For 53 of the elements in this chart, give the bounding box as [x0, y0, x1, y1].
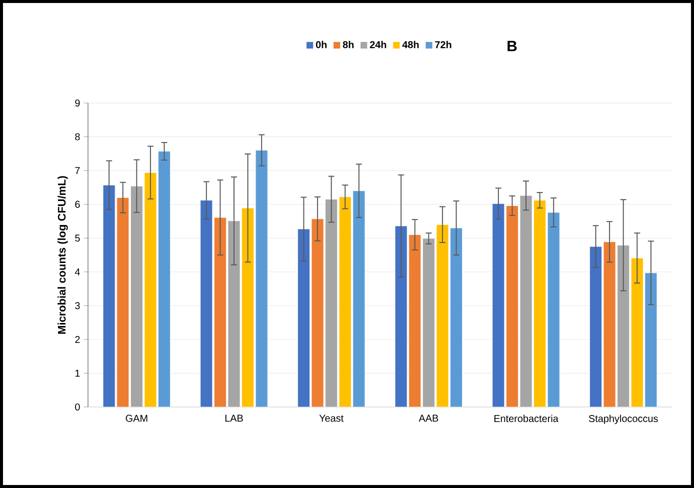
x-tick-label: Staphylococcus	[588, 414, 658, 424]
bar	[144, 172, 157, 407]
bar	[506, 205, 518, 407]
legend-label: 0h	[316, 40, 327, 48]
bar	[450, 228, 462, 407]
bar	[228, 220, 240, 407]
bar	[408, 234, 422, 407]
legend-label: 48h	[402, 40, 419, 48]
y-tick-label: 3	[75, 302, 80, 310]
bar	[130, 186, 143, 407]
bar	[158, 151, 170, 407]
y-tick-label: 5	[75, 234, 80, 242]
bar	[116, 197, 130, 407]
bar	[422, 238, 435, 407]
bar	[325, 199, 338, 407]
bar	[214, 217, 226, 407]
bar	[630, 258, 644, 407]
bar	[436, 224, 449, 407]
bar	[644, 272, 658, 407]
legend-label: 72h	[435, 40, 452, 48]
bar	[394, 226, 408, 407]
bar	[603, 242, 616, 407]
y-tick-label: 4	[74, 268, 80, 276]
y-tick-label: 0	[75, 403, 80, 411]
bar	[492, 203, 505, 407]
bar	[352, 190, 366, 407]
x-tick-label: AAB	[418, 414, 438, 422]
y-axis-title: Microbial counts (log CFU/mL)	[58, 176, 68, 334]
x-tick-label: Enterobacteria	[494, 414, 558, 422]
bar	[547, 212, 560, 407]
bar	[617, 245, 630, 407]
bar	[298, 228, 310, 407]
bar	[534, 200, 546, 407]
legend-label: 8h	[342, 40, 354, 48]
x-tick-label: LAB	[225, 414, 243, 422]
y-tick-label: 2	[75, 336, 80, 343]
y-tick-label: 8	[75, 133, 80, 140]
bar	[311, 218, 324, 407]
legend-label: 24h	[370, 40, 386, 48]
bar	[200, 200, 213, 407]
bar	[520, 195, 532, 407]
bar	[255, 150, 268, 407]
y-tick-label: 7	[75, 167, 80, 174]
bar	[338, 196, 352, 407]
bar	[242, 208, 254, 407]
y-tick-label: 1	[75, 370, 80, 377]
bar	[102, 184, 116, 407]
y-tick-label: 9	[75, 99, 80, 107]
bar	[590, 246, 602, 407]
y-tick-label: 6	[75, 200, 80, 208]
x-tick-label: GAM	[126, 414, 148, 422]
chart-title: B	[508, 40, 517, 52]
x-tick-label: Yeast	[319, 414, 344, 422]
